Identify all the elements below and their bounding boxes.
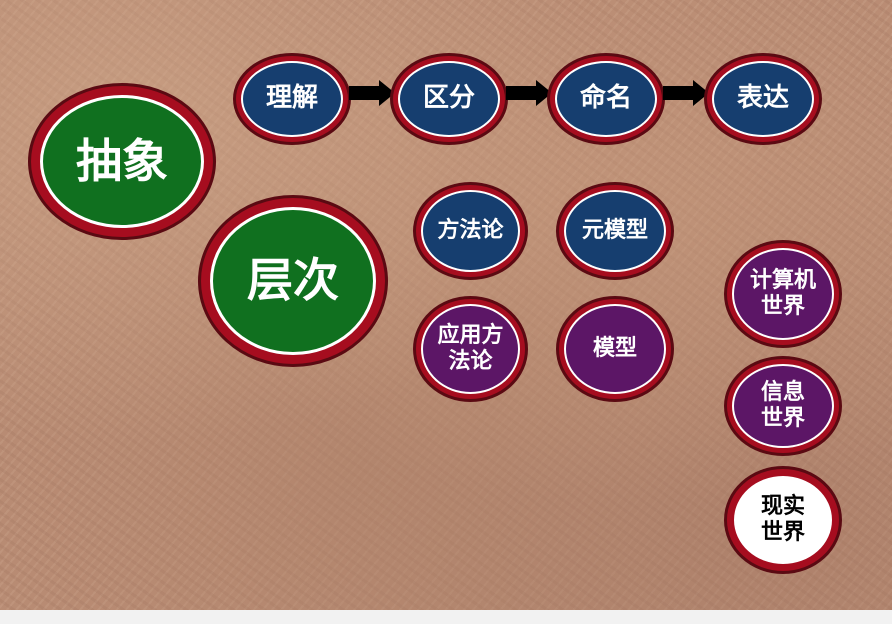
node-understand-label: 理解	[265, 83, 318, 114]
node-model: 模型	[556, 296, 674, 402]
arrow-understand-distinguish	[349, 80, 395, 106]
node-abstraction: 抽象	[28, 83, 216, 240]
node-info-world-label: 信息 世界	[760, 379, 805, 431]
node-express-label: 表达	[736, 83, 789, 114]
node-methodology-label: 方法论	[437, 217, 504, 243]
node-understand: 理解	[233, 53, 351, 145]
node-distinguish-label: 区分	[422, 83, 475, 114]
node-hierarchy-label: 层次	[247, 253, 339, 308]
bottom-band	[0, 610, 892, 624]
arrow-name-express	[663, 80, 709, 106]
node-metamodel-label: 元模型	[581, 217, 648, 243]
node-methodology: 方法论	[413, 182, 528, 280]
node-computer-world-label: 计算机 世界	[749, 267, 816, 319]
node-hierarchy: 层次	[198, 195, 388, 367]
node-applied-methodology: 应用方 法论	[413, 296, 528, 402]
arrow-distinguish-name	[506, 80, 552, 106]
node-abstraction-label: 抽象	[76, 133, 168, 188]
node-info-world: 信息 世界	[724, 356, 842, 456]
node-computer-world: 计算机 世界	[724, 240, 842, 348]
node-applied-methodology-label: 应用方 法论	[437, 322, 504, 374]
node-distinguish: 区分	[390, 53, 508, 145]
node-name: 命名	[547, 53, 665, 145]
node-real-world-label: 现实 世界	[760, 493, 805, 545]
node-real-world: 现实 世界	[724, 466, 842, 574]
node-model-label: 模型	[592, 335, 637, 361]
node-name-label: 命名	[579, 83, 632, 114]
node-express: 表达	[704, 53, 822, 145]
node-metamodel: 元模型	[556, 182, 674, 280]
